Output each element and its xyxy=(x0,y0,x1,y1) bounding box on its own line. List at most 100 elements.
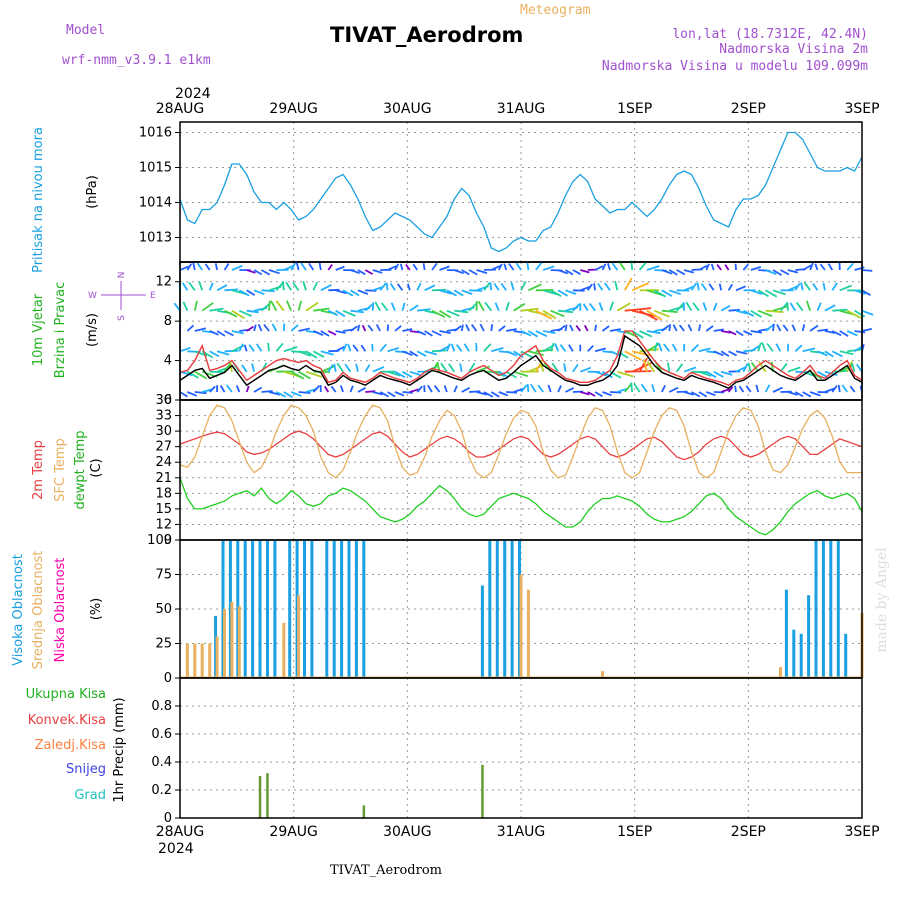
precip-bar xyxy=(266,773,269,818)
wind-arrow xyxy=(431,288,447,292)
wind-arrow xyxy=(672,324,678,332)
wind-arrow xyxy=(379,343,387,352)
wind-arrow xyxy=(683,391,694,396)
wind-arrow xyxy=(209,385,216,393)
wind-arrow xyxy=(357,289,369,295)
wind-speed-line-top xyxy=(179,330,863,386)
wind-arrow xyxy=(542,265,555,271)
wind-arrow xyxy=(631,330,644,339)
wind-arrow xyxy=(342,343,348,352)
wind-arrow xyxy=(720,304,731,312)
temperature-series-0-line xyxy=(179,430,863,461)
y-tick-label: 1014 xyxy=(139,196,172,211)
y-tick-label: 0 xyxy=(164,393,172,408)
wind-arrow xyxy=(490,391,500,398)
wind-arrow xyxy=(817,350,828,357)
wind-arrow xyxy=(745,385,752,393)
y-tick-label: 33 xyxy=(155,409,172,424)
temperature-frame xyxy=(179,399,863,541)
wind-arrow xyxy=(238,343,244,352)
wind-arrow xyxy=(846,330,858,337)
clouds-bar xyxy=(208,643,212,678)
cloud-y-title-3: Niska Oblacnost xyxy=(53,558,68,663)
wind-arrow xyxy=(563,363,567,372)
wind-arrow xyxy=(854,289,866,295)
wind-arrow xyxy=(742,263,749,271)
wind-arrow xyxy=(196,262,203,271)
wind-arrow xyxy=(335,309,346,318)
clouds-bar xyxy=(829,540,833,678)
wind-arrow xyxy=(675,363,684,373)
wind-arrow xyxy=(854,266,865,271)
wind-arrow xyxy=(691,391,701,398)
wind-arrow xyxy=(535,309,553,320)
wind-arrow xyxy=(290,324,299,332)
wind-arrow xyxy=(416,350,427,357)
wind-arrow xyxy=(201,302,214,312)
wind-arrow xyxy=(440,362,448,373)
wind-arrow xyxy=(727,283,733,291)
wind-arrow xyxy=(318,262,322,271)
clouds-bar xyxy=(347,540,351,678)
wind-arrow xyxy=(750,289,763,295)
wind-arrow xyxy=(827,263,834,271)
wind-arrow xyxy=(268,391,281,396)
wind-arrow xyxy=(387,391,396,398)
wind-arrow xyxy=(765,309,784,313)
wind-arrow xyxy=(580,391,590,396)
wind-arrow xyxy=(510,281,515,291)
precip-panel: 0 0.2 0.4 0.6 0.8 xyxy=(151,677,863,826)
precip-legend-item: Zaledj.Kisa xyxy=(35,738,106,753)
top-date-label: 30AUG xyxy=(383,101,432,117)
wind-arrow xyxy=(313,330,324,337)
wind-arrow xyxy=(506,328,517,332)
credit: made by Angel xyxy=(874,547,890,653)
wind-arrow xyxy=(253,269,263,276)
wind-arrow xyxy=(186,370,199,379)
wind-arrow xyxy=(225,384,233,393)
wind-arrow xyxy=(505,301,510,311)
wind-arrow xyxy=(661,324,670,332)
wind-arrow xyxy=(424,284,436,292)
wind-arrow xyxy=(453,385,458,393)
wind-arrow xyxy=(290,262,297,271)
wind-arrow xyxy=(505,350,518,357)
wind-arrow xyxy=(705,370,717,379)
temp-y-title-3: dewpt Temp xyxy=(73,430,88,509)
wind-arrow xyxy=(780,269,790,276)
wind-arrow xyxy=(602,370,613,379)
model-label: Model xyxy=(66,23,105,38)
wind-arrow xyxy=(543,330,556,334)
wind-arrow xyxy=(598,302,604,312)
clouds-bar xyxy=(601,671,604,678)
wind-arrow xyxy=(453,289,464,297)
wind-arrow xyxy=(520,281,527,291)
wind-y-title-2: Brzina i Pravac xyxy=(53,282,68,379)
wind-arrow xyxy=(375,324,381,332)
wind-arrow xyxy=(513,370,529,377)
clouds-bar xyxy=(237,606,241,678)
top-date-label: 31AUG xyxy=(497,101,546,117)
wind-arrow xyxy=(779,362,788,373)
wind-arrow xyxy=(324,385,330,393)
wind-arrow xyxy=(409,304,419,312)
wind-arrow xyxy=(238,289,250,297)
wind-arrow xyxy=(246,269,256,274)
wind-arrow xyxy=(219,384,226,393)
wind-arrow xyxy=(283,391,294,399)
wind-arrow xyxy=(389,283,396,291)
wind-arrow xyxy=(687,324,693,332)
wind-arrow xyxy=(461,269,470,276)
y-tick-label: 25 xyxy=(155,637,172,652)
wind-arrow xyxy=(668,324,672,332)
wind-arrow xyxy=(503,263,508,271)
wind-arrow xyxy=(439,309,452,319)
wind-arrow xyxy=(238,309,252,317)
wind-arrow xyxy=(468,302,478,312)
wind-arrow xyxy=(253,386,263,393)
wind-arrow xyxy=(593,283,596,291)
wind-y-title-1: 10m Vjetar xyxy=(31,293,46,366)
clouds-bar xyxy=(193,643,197,678)
wind-arrow xyxy=(601,325,610,332)
wind-arrow xyxy=(313,307,330,312)
